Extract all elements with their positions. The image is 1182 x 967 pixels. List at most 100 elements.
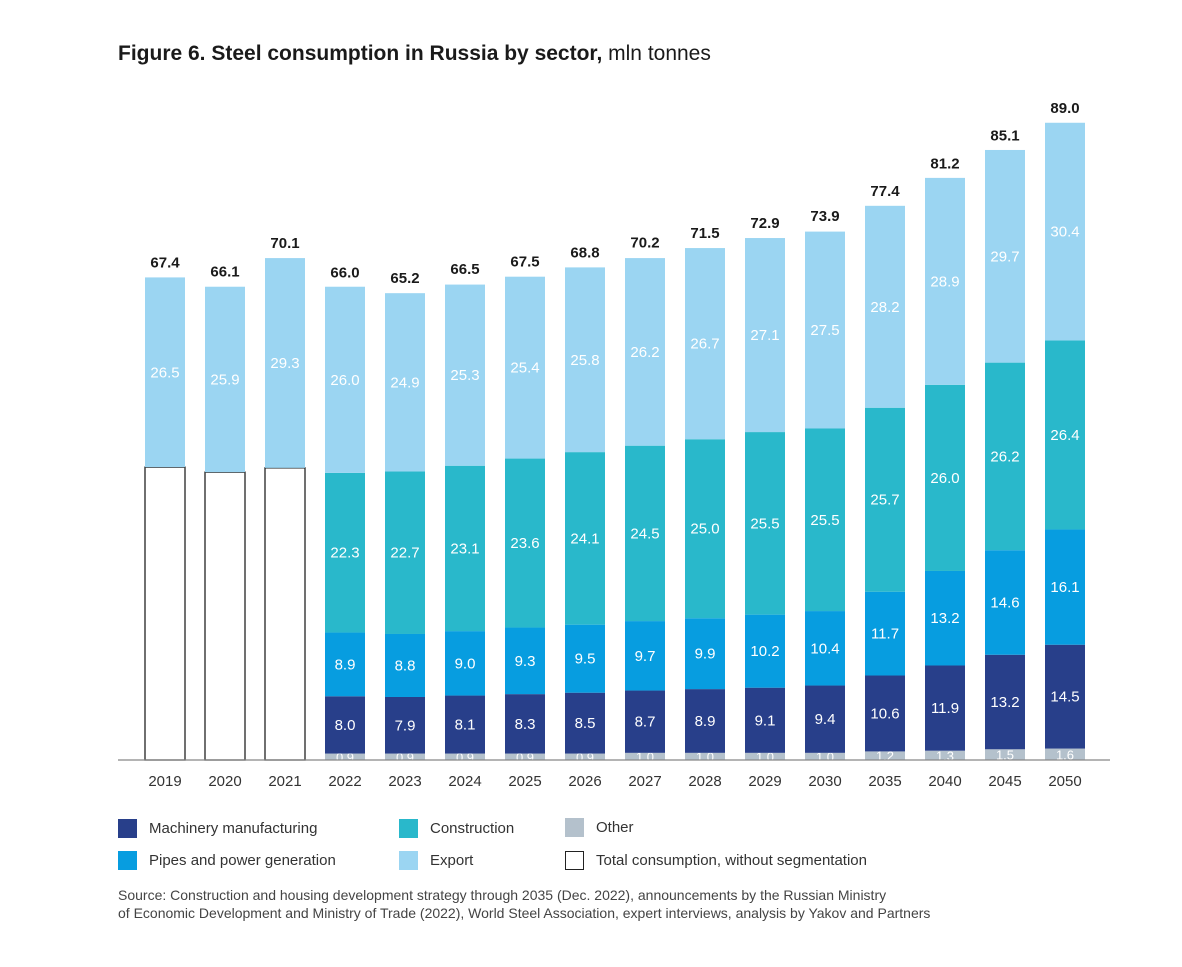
bar-construction-2030 xyxy=(805,428,845,612)
label-machinery-manufacturing-2030: 9.4 xyxy=(815,711,836,728)
legend-swatch-export xyxy=(399,851,418,870)
x-tick-2019: 2019 xyxy=(148,773,181,790)
bar-other-2027 xyxy=(625,752,665,760)
bar-other-2029 xyxy=(745,752,785,760)
bar-export-2026 xyxy=(565,267,605,453)
bar-total-consumption-without-segmentation-2021 xyxy=(264,467,306,761)
bar-machinery-manufacturing-2045 xyxy=(985,654,1025,750)
label-export-2040: 28.9 xyxy=(930,273,959,290)
label-pipes-and-power-generation-2028: 9.9 xyxy=(695,646,716,663)
bar-machinery-manufacturing-2024 xyxy=(445,695,485,754)
bar-machinery-manufacturing-2025 xyxy=(505,694,545,754)
label-machinery-manufacturing-2022: 8.0 xyxy=(335,717,356,734)
x-tick-2020: 2020 xyxy=(208,773,241,790)
bar-export-2022 xyxy=(325,286,365,473)
label-machinery-manufacturing-2027: 8.7 xyxy=(635,714,656,731)
legend-swatch-machinery xyxy=(118,819,137,838)
label-construction-2045: 26.2 xyxy=(990,448,1019,465)
bar-other-2028 xyxy=(685,752,725,760)
bar-pipes-and-power-generation-2029 xyxy=(745,614,785,688)
label-export-2030: 27.5 xyxy=(810,322,839,339)
x-tick-2045: 2045 xyxy=(988,773,1021,790)
x-tick-2027: 2027 xyxy=(628,773,661,790)
label-pipes-and-power-generation-2040: 13.2 xyxy=(930,610,959,627)
label-machinery-manufacturing-2035: 10.6 xyxy=(870,705,899,722)
label-construction-2029: 25.5 xyxy=(750,515,779,532)
label-construction-2025: 23.6 xyxy=(510,535,539,552)
total-label-2029: 72.9 xyxy=(750,215,779,232)
bar-pipes-and-power-generation-2045 xyxy=(985,550,1025,655)
label-other-2028: 1.0 xyxy=(696,749,714,764)
label-construction-2030: 25.5 xyxy=(810,512,839,529)
bar-pipes-and-power-generation-2022 xyxy=(325,632,365,697)
legend-swatch-other xyxy=(565,818,584,837)
legend-label-machinery: Machinery manufacturing xyxy=(149,820,318,837)
total-label-2021: 70.1 xyxy=(270,235,299,252)
label-machinery-manufacturing-2025: 8.3 xyxy=(515,716,536,733)
bar-pipes-and-power-generation-2028 xyxy=(685,618,725,690)
label-export-2021: 29.3 xyxy=(270,355,299,372)
label-export-2020: 25.9 xyxy=(210,371,239,388)
source-note: Source: Construction and housing develop… xyxy=(118,886,1118,922)
bar-pipes-and-power-generation-2027 xyxy=(625,621,665,691)
label-pipes-and-power-generation-2023: 8.8 xyxy=(395,657,416,674)
bar-export-2029 xyxy=(745,238,785,433)
bar-machinery-manufacturing-2035 xyxy=(865,675,905,752)
total-label-2030: 73.9 xyxy=(810,208,839,225)
bar-machinery-manufacturing-2022 xyxy=(325,696,365,754)
label-machinery-manufacturing-2023: 7.9 xyxy=(395,717,416,734)
bar-pipes-and-power-generation-2023 xyxy=(385,633,425,697)
bar-export-2027 xyxy=(625,258,665,446)
bar-machinery-manufacturing-2040 xyxy=(925,665,965,751)
bar-construction-2025 xyxy=(505,458,545,628)
legend-label-construction: Construction xyxy=(430,820,515,837)
total-label-2020: 66.1 xyxy=(210,264,239,281)
bar-construction-2022 xyxy=(325,472,365,633)
bar-pipes-and-power-generation-2040 xyxy=(925,570,965,666)
stacked-bar-chart: 26.567.4201925.966.1202029.370.120210.98… xyxy=(118,100,1110,790)
label-construction-2027: 24.5 xyxy=(630,525,659,542)
legend-item-construction: Construction xyxy=(399,819,514,838)
label-pipes-and-power-generation-2029: 10.2 xyxy=(750,643,779,660)
x-tick-2029: 2029 xyxy=(748,773,781,790)
label-other-2045: 1.5 xyxy=(996,748,1014,763)
x-tick-2035: 2035 xyxy=(868,773,901,790)
total-label-2019: 67.4 xyxy=(150,254,180,271)
bar-other-2040 xyxy=(925,750,965,760)
total-label-2040: 81.2 xyxy=(930,156,959,173)
bar-machinery-manufacturing-2050 xyxy=(1045,644,1085,749)
bar-construction-2035 xyxy=(865,407,905,592)
bar-other-2023 xyxy=(385,753,425,760)
total-label-2035: 77.4 xyxy=(870,183,900,200)
chart-title: Figure 6. Steel consumption in Russia by… xyxy=(118,42,711,66)
label-export-2026: 25.8 xyxy=(570,352,599,369)
x-tick-2026: 2026 xyxy=(568,773,601,790)
label-export-2023: 24.9 xyxy=(390,374,419,391)
bar-construction-2050 xyxy=(1045,340,1085,530)
bar-export-2028 xyxy=(685,248,725,440)
label-pipes-and-power-generation-2022: 8.9 xyxy=(335,656,356,673)
legend-swatch-total xyxy=(565,851,584,870)
bar-pipes-and-power-generation-2026 xyxy=(565,624,605,693)
label-construction-2050: 26.4 xyxy=(1050,427,1079,444)
bar-pipes-and-power-generation-2035 xyxy=(865,591,905,676)
bar-other-2050 xyxy=(1045,748,1085,760)
bar-machinery-manufacturing-2030 xyxy=(805,685,845,753)
label-other-2027: 1.0 xyxy=(636,749,654,764)
label-pipes-and-power-generation-2025: 9.3 xyxy=(515,653,536,670)
label-construction-2040: 26.0 xyxy=(930,470,959,487)
label-machinery-manufacturing-2029: 9.1 xyxy=(755,712,776,729)
label-export-2028: 26.7 xyxy=(690,336,719,353)
label-export-2024: 25.3 xyxy=(450,367,479,384)
total-label-2045: 85.1 xyxy=(990,128,1019,145)
bar-export-2030 xyxy=(805,231,845,429)
bar-export-2040 xyxy=(925,177,965,385)
x-tick-2040: 2040 xyxy=(928,773,961,790)
label-machinery-manufacturing-2026: 8.5 xyxy=(575,715,596,732)
total-label-2024: 66.5 xyxy=(450,261,479,278)
label-pipes-and-power-generation-2035: 11.7 xyxy=(871,626,899,643)
bar-construction-2029 xyxy=(745,432,785,615)
legend-swatch-construction xyxy=(399,819,418,838)
label-construction-2024: 23.1 xyxy=(450,540,479,557)
label-pipes-and-power-generation-2024: 9.0 xyxy=(455,655,476,672)
